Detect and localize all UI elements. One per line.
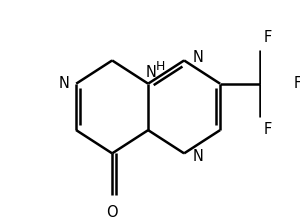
Text: F: F bbox=[294, 76, 300, 91]
Text: N: N bbox=[193, 50, 204, 65]
Text: N: N bbox=[145, 65, 156, 80]
Text: F: F bbox=[264, 30, 272, 45]
Text: N: N bbox=[193, 149, 204, 164]
Text: N: N bbox=[58, 76, 70, 91]
Text: O: O bbox=[106, 205, 118, 220]
Text: H: H bbox=[156, 60, 165, 73]
Text: F: F bbox=[264, 122, 272, 137]
